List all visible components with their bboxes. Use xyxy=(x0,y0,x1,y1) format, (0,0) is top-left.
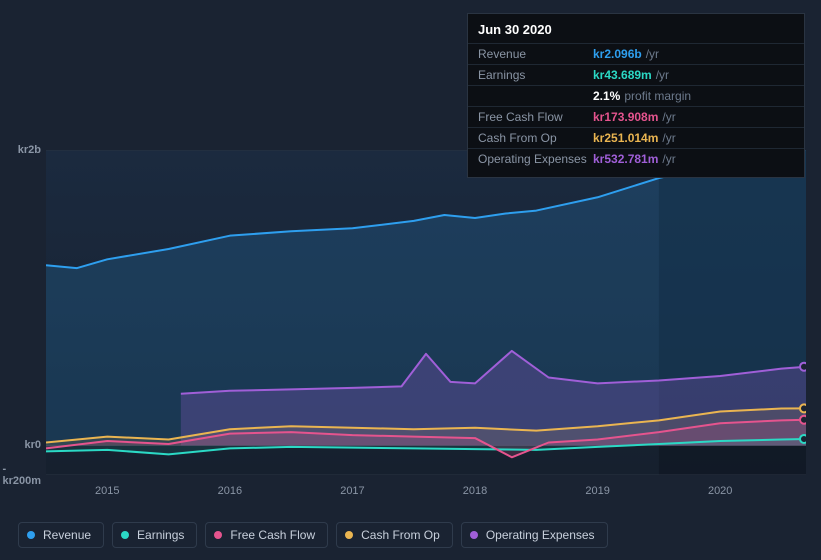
legend-label: Cash From Op xyxy=(361,528,440,542)
tooltip-metric-value: kr251.014m xyxy=(593,131,658,145)
legend-dot-icon xyxy=(27,531,35,539)
x-axis-label: 2020 xyxy=(708,485,732,497)
x-axis-label: 2015 xyxy=(95,485,119,497)
tooltip-row: 2.1% profit margin xyxy=(468,85,804,106)
tooltip-metric-label xyxy=(478,89,593,103)
legend-dot-icon xyxy=(345,531,353,539)
tooltip-row: Free Cash Flowkr173.908m/yr xyxy=(468,106,804,127)
legend-label: Operating Expenses xyxy=(486,528,595,542)
tooltip-metric-value: kr2.096b xyxy=(593,47,642,61)
tooltip-metric-value: 2.1% xyxy=(593,89,620,103)
x-axis-label: 2016 xyxy=(218,485,242,497)
tooltip-metric-unit: /yr xyxy=(662,131,675,145)
x-axis-label: 2017 xyxy=(340,485,364,497)
tooltip-metric-value: kr532.781m xyxy=(593,152,658,166)
tooltip-metric-unit: /yr xyxy=(656,68,669,82)
tooltip-metric-value: kr173.908m xyxy=(593,110,658,124)
legend-label: Free Cash Flow xyxy=(230,528,315,542)
legend-item[interactable]: Revenue xyxy=(18,522,104,548)
chart-plot-area[interactable] xyxy=(46,150,806,475)
x-axis-label: 2018 xyxy=(463,485,487,497)
legend-item[interactable]: Cash From Op xyxy=(336,522,453,548)
legend-dot-icon xyxy=(214,531,222,539)
y-axis-label: kr2b xyxy=(18,144,41,156)
tooltip-metric-value: kr43.689m xyxy=(593,68,652,82)
tooltip-metric-unit: profit margin xyxy=(624,89,691,103)
legend-dot-icon xyxy=(470,531,478,539)
legend-item[interactable]: Operating Expenses xyxy=(461,522,608,548)
tooltip-row: Cash From Opkr251.014m/yr xyxy=(468,127,804,148)
tooltip-metric-label: Operating Expenses xyxy=(478,152,593,166)
y-axis-label: kr0 xyxy=(24,439,41,451)
tooltip-row: Operating Expenseskr532.781m/yr xyxy=(468,148,804,169)
tooltip-metric-label: Free Cash Flow xyxy=(478,110,593,124)
tooltip-metric-label: Revenue xyxy=(478,47,593,61)
y-axis-label: -kr200m xyxy=(2,463,41,487)
legend-label: Earnings xyxy=(137,528,184,542)
chart-tooltip: Jun 30 2020 Revenuekr2.096b/yrEarningskr… xyxy=(467,13,805,178)
tooltip-metric-unit: /yr xyxy=(662,110,675,124)
tooltip-metric-label: Cash From Op xyxy=(478,131,593,145)
tooltip-date: Jun 30 2020 xyxy=(468,22,804,43)
tooltip-metric-unit: /yr xyxy=(662,152,675,166)
legend-item[interactable]: Free Cash Flow xyxy=(205,522,328,548)
financials-chart: kr2bkr0-kr200m 201520162017201820192020 xyxy=(18,150,806,510)
tooltip-row: Revenuekr2.096b/yr xyxy=(468,43,804,64)
tooltip-row: Earningskr43.689m/yr xyxy=(468,64,804,85)
chart-legend: Revenue Earnings Free Cash Flow Cash From O… xyxy=(18,522,608,548)
tooltip-metric-unit: /yr xyxy=(646,47,659,61)
tooltip-metric-label: Earnings xyxy=(478,68,593,82)
legend-label: Revenue xyxy=(43,528,91,542)
x-axis-label: 2019 xyxy=(585,485,609,497)
legend-item[interactable]: Earnings xyxy=(112,522,197,548)
legend-dot-icon xyxy=(121,531,129,539)
